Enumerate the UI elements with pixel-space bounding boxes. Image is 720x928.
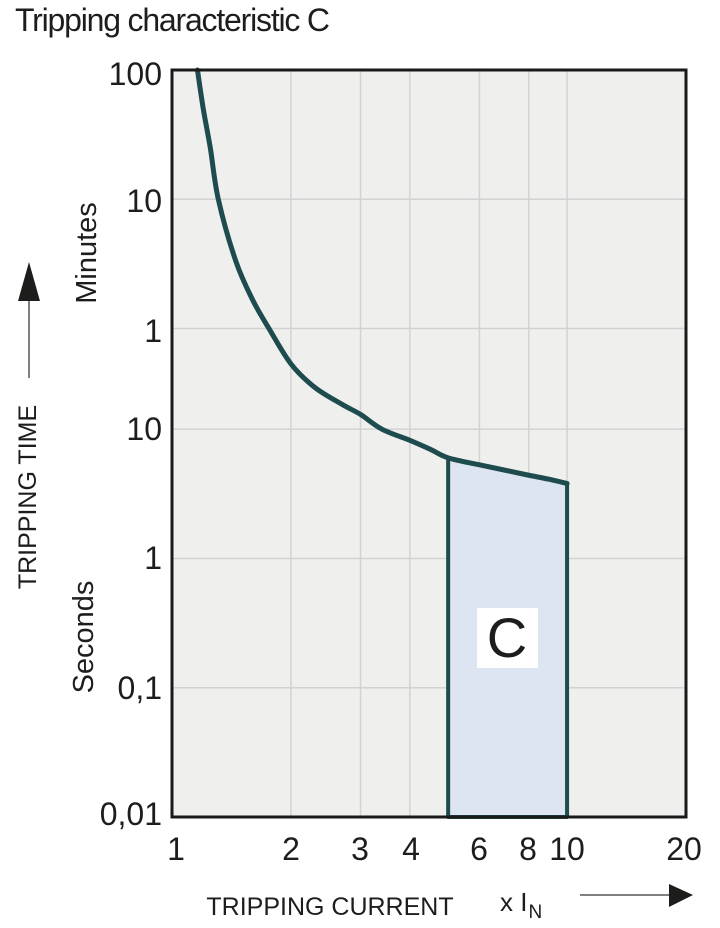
plot-area xyxy=(172,70,686,817)
y-tick-0-01-sec: 0,01 xyxy=(100,796,162,832)
y-unit-minutes: Minutes xyxy=(71,202,103,304)
x-axis-title: TRIPPING CURRENT xyxy=(206,893,453,921)
y-tick-1-sec: 1 xyxy=(144,540,162,576)
trip-curve xyxy=(194,67,570,486)
x-tick-2: 2 xyxy=(282,831,300,867)
x-tick-6: 6 xyxy=(470,831,488,867)
gridlines xyxy=(172,70,686,817)
x-tick-3: 3 xyxy=(351,831,369,867)
region-label: C xyxy=(487,606,527,669)
x-tick-4: 4 xyxy=(402,831,420,867)
y-tick-10-min: 10 xyxy=(126,183,162,219)
x-axis-unit: x IN xyxy=(500,887,542,923)
x-unit-prefix: x I xyxy=(500,887,527,917)
x-unit-subscript: N xyxy=(528,902,542,923)
x-tick-1: 1 xyxy=(167,831,185,867)
right-arrow-icon xyxy=(580,884,693,907)
x-tick-20: 20 xyxy=(666,831,702,867)
y-tick-1-min: 1 xyxy=(144,313,162,349)
y-unit-seconds: Seconds xyxy=(68,581,100,694)
y-tick-10-sec: 10 xyxy=(126,411,162,447)
y-tick-100-min: 100 xyxy=(109,56,162,92)
x-tick-labels: 1 2 3 4 6 8 10 20 xyxy=(167,831,702,867)
y-tick-labels: 100 10 1 10 1 0,1 0,01 xyxy=(100,56,162,832)
chart-title: Tripping characteristic C xyxy=(15,2,329,38)
region-label-box xyxy=(477,608,538,668)
y-axis-title: TRIPPING TIME xyxy=(14,405,42,589)
up-arrow-icon xyxy=(18,262,40,378)
plot-border xyxy=(170,68,688,819)
x-tick-8: 8 xyxy=(519,831,537,867)
y-tick-0-1-sec: 0,1 xyxy=(118,670,162,706)
x-tick-10: 10 xyxy=(549,831,585,867)
